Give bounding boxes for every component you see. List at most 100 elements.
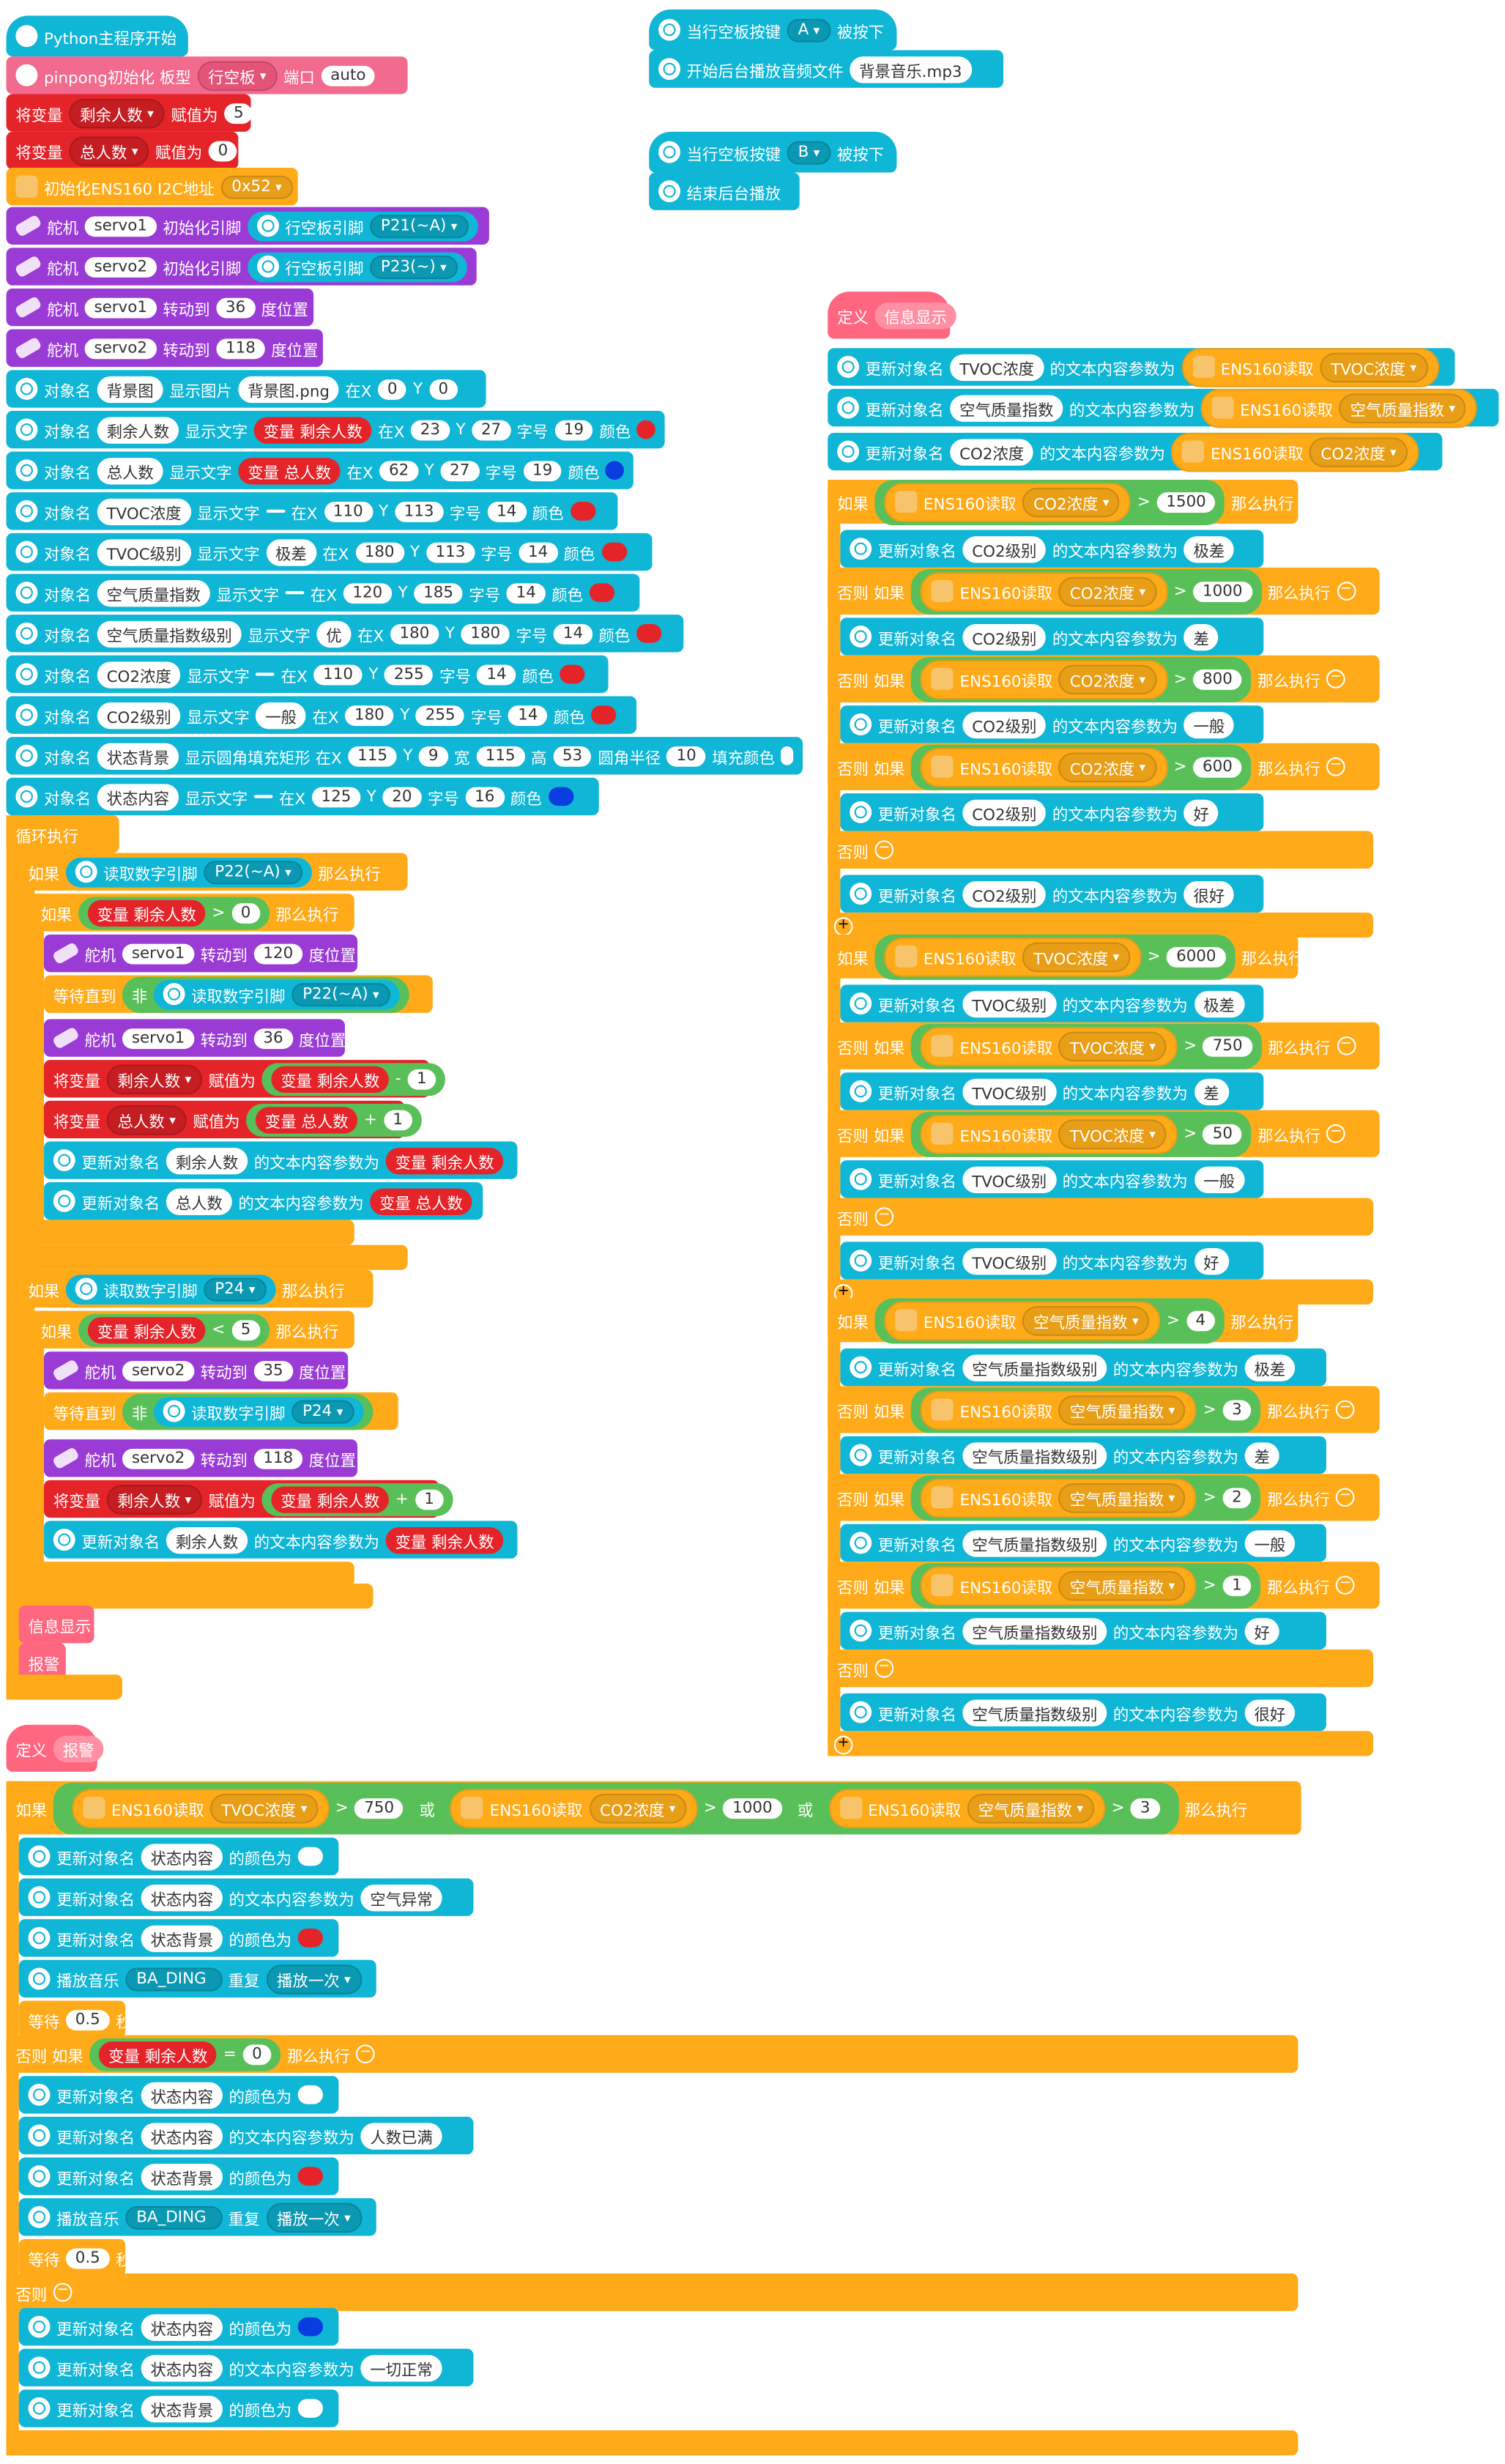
remove-branch-icon[interactable]: −	[1336, 1400, 1355, 1420]
y-input[interactable]: 9	[419, 745, 448, 766]
value-input[interactable]: 5	[224, 103, 253, 124]
color-swatch[interactable]	[297, 2317, 323, 2337]
variable-reporter[interactable]: 变量 总人数	[255, 1106, 358, 1133]
remove-branch-icon[interactable]: −	[874, 1207, 894, 1226]
remove-branch-icon[interactable]: −	[874, 1658, 894, 1678]
sensor-dropdown[interactable]: CO2浓度	[1022, 486, 1121, 517]
object-name-input[interactable]: 剩余人数	[166, 1526, 248, 1554]
y-input[interactable]: 185	[414, 582, 463, 604]
object-name-input[interactable]: 空气质量指数级别	[962, 1441, 1107, 1469]
number-input[interactable]: 0	[242, 2044, 272, 2065]
ens160-read-reporter[interactable]: ENS160读取 TVOC浓度	[1181, 347, 1439, 387]
update-color-block[interactable]: 更新对象名 状态背景 的颜色为	[18, 2157, 339, 2195]
if-branch-block[interactable]: 如果 ENS160读取 CO2浓度 >1500 那么执行	[828, 478, 1298, 525]
font-size-input[interactable]: 14	[519, 541, 558, 563]
pin-dropdown[interactable]: P22(~A)	[204, 860, 302, 884]
update-text-block[interactable]: 更新对象名 空气质量指数 的文本内容参数为 ENS160读取 空气质量指数	[828, 387, 1499, 428]
angle-input[interactable]: 120	[253, 943, 303, 964]
angle-input[interactable]: 118	[253, 1447, 303, 1469]
ens160-read-reporter[interactable]: ENS160读取 空气质量指数	[920, 1565, 1197, 1605]
key-dropdown[interactable]: A	[787, 18, 831, 42]
update-color-block[interactable]: 更新对象名 状态内容 的颜色为	[18, 2076, 339, 2114]
update-text-block[interactable]: 更新对象名 剩余人数 的文本内容参数为 变量 剩余人数	[43, 1521, 518, 1559]
object-name-input[interactable]: 状态内容	[141, 2354, 223, 2381]
text-input[interactable]: 一切正常	[360, 2354, 442, 2381]
variable-reporter[interactable]: 变量 剩余人数	[253, 416, 372, 443]
sensor-dropdown[interactable]: TVOC浓度	[1058, 1118, 1167, 1149]
ens160-read-reporter[interactable]: ENS160读取 CO2浓度	[920, 747, 1168, 787]
y-input[interactable]: 0	[428, 378, 458, 399]
object-name-input[interactable]: 空气质量指数级别	[962, 1354, 1107, 1381]
math-reporter[interactable]: 变量 总人数 +1	[246, 1102, 422, 1136]
ens160-read-reporter[interactable]: ENS160读取 CO2浓度	[920, 659, 1168, 699]
add-branch-icon[interactable]: +	[833, 917, 853, 936]
not-reporter[interactable]: 非 读取数字引脚 P22(~A)	[122, 976, 409, 1012]
remove-branch-icon[interactable]: −	[356, 2044, 375, 2064]
servo-rotate-block[interactable]: 舵机 servo2 转动到 118 度位置	[43, 1439, 358, 1477]
text-input[interactable]	[256, 672, 275, 676]
ens160-read-reporter[interactable]: ENS160读取 TVOC浓度	[72, 1788, 330, 1827]
sensor-dropdown[interactable]: 空气质量指数	[967, 1792, 1095, 1823]
math-reporter[interactable]: 变量 剩余人数 +1	[261, 1482, 453, 1515]
text-input[interactable]	[266, 509, 285, 513]
digital-read-reporter[interactable]: 读取数字引脚 P24	[65, 1274, 276, 1304]
ens160-read-reporter[interactable]: ENS160读取 TVOC浓度	[920, 1113, 1178, 1154]
text-input[interactable]: 差	[1183, 623, 1219, 650]
alarm-elif-block[interactable]: 否则 如果 变量 剩余人数 = 0 那么执行 −	[6, 2035, 1298, 2073]
var-dropdown[interactable]: 剩余人数	[106, 1484, 203, 1514]
var-dropdown[interactable]: 总人数	[106, 1105, 187, 1135]
update-text-block[interactable]: 更新对象名 总人数 的文本内容参数为 变量 总人数	[43, 1182, 483, 1220]
if-branch-block[interactable]: 否则 如果 ENS160读取 CO2浓度 >600 那么执行−	[828, 743, 1380, 790]
value-input[interactable]: 0	[208, 140, 238, 161]
y-input[interactable]: 113	[426, 541, 475, 563]
seconds-input[interactable]: 0.5	[65, 2009, 110, 2030]
number-input[interactable]: 1	[407, 1068, 436, 1089]
ens160-read-reporter[interactable]: ENS160读取 CO2浓度	[884, 482, 1131, 522]
number-input[interactable]: 5	[231, 1319, 261, 1340]
ens160-read-reporter[interactable]: ENS160读取 空气质量指数	[920, 1389, 1197, 1430]
update-text-block[interactable]: 更新对象名 TVOC级别 的文本内容参数为 极差	[840, 984, 1264, 1023]
object-name-input[interactable]: 状态内容	[141, 2313, 223, 2340]
object-name-input[interactable]: TVOC级别	[962, 1165, 1057, 1192]
key-dropdown[interactable]: B	[787, 140, 831, 164]
update-text-block[interactable]: 更新对象名 TVOC级别 的文本内容参数为差	[840, 1072, 1264, 1110]
text-input[interactable]: 一般	[1244, 1529, 1296, 1556]
update-color-block[interactable]: 更新对象名 状态内容 的颜色为	[18, 1837, 339, 1876]
y-input[interactable]: 113	[394, 500, 444, 522]
object-name-input[interactable]: 空气质量指数级别	[962, 1617, 1107, 1644]
object-name-input[interactable]: 总人数	[97, 456, 163, 484]
sensor-dropdown[interactable]: 空气质量指数	[1339, 393, 1467, 423]
display-object-block[interactable]: 对象名 总人数 显示文字 变量 总人数 在X 62 Y 27 字号 19 颜色	[6, 451, 633, 489]
object-name-input[interactable]: 空气质量指数级别	[97, 620, 242, 647]
text-input[interactable]: 好	[1244, 1617, 1279, 1644]
update-text-block[interactable]: 更新对象名 空气质量指数级别 的文本内容参数为 一般	[840, 1524, 1326, 1562]
servo-name-input[interactable]: servo2	[122, 1359, 195, 1381]
sensor-dropdown[interactable]: CO2浓度	[1058, 576, 1157, 606]
fill-color-swatch[interactable]	[781, 746, 794, 765]
object-name-input[interactable]: CO2级别	[97, 701, 181, 729]
display-text-block[interactable]: 对象名 状态内容 显示文字 在X 125 Y 20 字号 16 颜色	[6, 777, 599, 816]
remove-branch-icon[interactable]: −	[874, 840, 894, 860]
variable-reporter[interactable]: 变量 剩余人数	[271, 1485, 390, 1513]
text-input[interactable]: 很好	[1244, 1699, 1296, 1726]
servo-name-input[interactable]: servo1	[84, 215, 157, 237]
tune-dropdown[interactable]: BA_DING	[125, 2205, 223, 2229]
number-input[interactable]: 1000	[723, 1797, 782, 1819]
font-size-input[interactable]: 16	[465, 786, 505, 807]
ens160-read-reporter[interactable]: ENS160读取 CO2浓度	[920, 571, 1168, 611]
text-input[interactable]: 极差	[266, 538, 316, 565]
x-input[interactable]: 125	[311, 786, 361, 807]
set-var-block[interactable]: 将变量 剩余人数 赋值为 5	[6, 94, 253, 132]
variable-reporter[interactable]: 变量 总人数	[370, 1187, 472, 1214]
if-branch-block[interactable]: 否则 如果 ENS160读取 TVOC浓度 >750 那么执行−	[828, 1022, 1380, 1069]
text-input[interactable]: 好	[1194, 1247, 1229, 1274]
sensor-dropdown[interactable]: TVOC浓度	[1320, 352, 1428, 382]
color-swatch[interactable]	[297, 1928, 323, 1948]
color-swatch[interactable]	[297, 2399, 323, 2418]
digital-read-reporter[interactable]: 读取数字引脚 P24	[153, 1396, 364, 1426]
update-text-block[interactable]: 更新对象名 空气质量指数级别 的文本内容参数为 极差	[840, 1348, 1326, 1387]
object-name-input[interactable]: 状态背景	[141, 2394, 223, 2422]
compare-reporter[interactable]: ENS160读取 CO2浓度 >600	[911, 743, 1252, 790]
